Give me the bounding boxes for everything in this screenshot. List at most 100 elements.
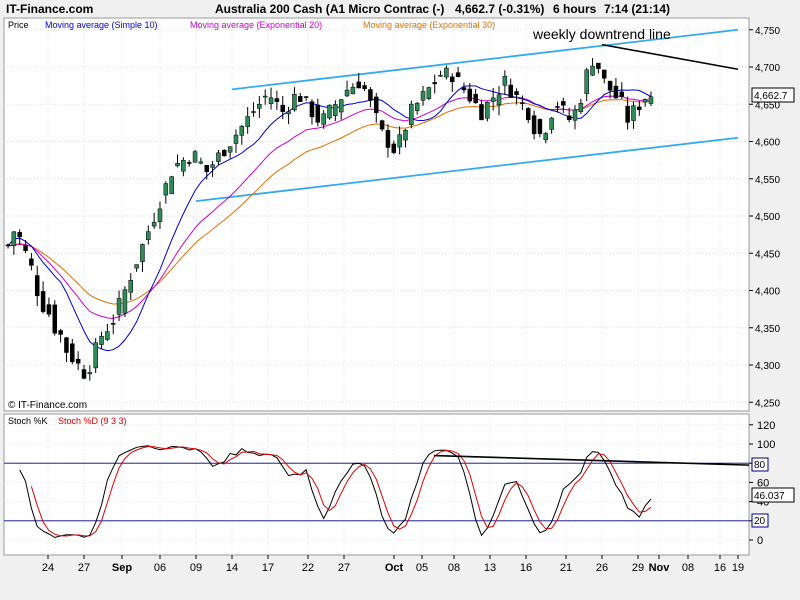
date-tick-label: Oct	[385, 562, 404, 574]
candle-body	[403, 130, 408, 141]
candle-body	[292, 93, 297, 111]
quote-time: 7:14 (21:14)	[604, 2, 671, 16]
candle-body	[379, 120, 385, 130]
candle-body	[110, 323, 116, 325]
candle-body	[368, 89, 373, 101]
candle-body	[268, 97, 274, 105]
candle-body	[549, 117, 554, 130]
price-tick-label: 4,450	[755, 249, 780, 260]
date-tick-label: Sep	[112, 562, 132, 574]
candle-body	[192, 151, 198, 163]
channel-lines	[195, 28, 739, 202]
channel-lower-line	[195, 136, 739, 202]
chart-header: IT-Finance.com Australia 200 Cash (A1 Mi…	[0, 0, 800, 18]
candle-body	[409, 103, 414, 126]
candle-body	[198, 161, 204, 164]
price-tick-label: 4,750	[755, 26, 780, 37]
channel-upper-line	[231, 28, 739, 91]
timeframe: 6 hours	[553, 2, 597, 16]
candle-body	[619, 91, 625, 97]
candle-body	[216, 152, 221, 162]
candle-body	[40, 291, 46, 312]
candle-body	[262, 95, 268, 98]
candle-body	[280, 104, 285, 112]
candle-body	[485, 102, 490, 119]
price-tick-label: 4,650	[755, 100, 780, 111]
candle-body	[321, 113, 326, 125]
candle-body	[432, 82, 437, 85]
annotation-downtrend: weekly downtrend line	[532, 26, 671, 42]
candle-body	[502, 75, 508, 86]
candle-body	[455, 72, 461, 77]
candle-body	[537, 119, 543, 134]
candle-body	[99, 335, 104, 345]
candle-body	[496, 94, 502, 106]
candle-body	[29, 258, 34, 266]
stoch-grid	[4, 424, 749, 541]
candle-body	[338, 99, 344, 113]
last-stoch-box	[751, 487, 795, 503]
candle-body	[151, 221, 157, 227]
overbought-label: 80	[754, 460, 766, 471]
candle-body	[508, 84, 513, 98]
candle-body	[601, 69, 607, 79]
candle-body	[520, 102, 525, 104]
candle-body	[473, 93, 478, 104]
oversold-box	[751, 513, 769, 528]
candle-body	[444, 67, 449, 78]
date-tick-label: 19	[732, 562, 744, 574]
candle-body	[590, 65, 595, 76]
legend-stoch-d: Stoch %D (9 3 3)	[58, 416, 127, 426]
weekly-downtrend-line	[601, 43, 739, 71]
candle-body	[397, 134, 402, 148]
date-tick-label: 06	[154, 562, 166, 574]
candle-body	[327, 104, 332, 119]
price-axis: 4,250 4,300 4,350 4,400 4,450 4,500 4,550 4,600…	[749, 26, 780, 409]
price-tick-label: 4,550	[755, 175, 780, 186]
last-price-label: 4,662.7	[754, 91, 788, 102]
site-name: IT-Finance.com	[6, 2, 94, 16]
overbought-box	[751, 457, 769, 472]
candle-body	[362, 85, 367, 89]
candle-body	[11, 231, 17, 246]
candle-body	[438, 75, 443, 77]
candle-body	[315, 104, 321, 123]
date-tick-label: 27	[78, 562, 90, 574]
stoch-lines	[19, 445, 750, 539]
candle-body	[642, 99, 648, 103]
candle-body	[374, 96, 379, 114]
price-tick-label: 4,500	[755, 212, 780, 223]
price-tick-label: 4,400	[755, 287, 780, 298]
price-tick-label: 4,300	[755, 361, 780, 372]
date-tick-label: 24	[42, 562, 54, 574]
last-quote: 4,662.7 (-0.31%)	[455, 2, 545, 16]
date-tick-label: 29	[632, 562, 644, 574]
candle-body	[140, 244, 145, 262]
candle-body	[64, 337, 69, 353]
candle-body	[596, 62, 601, 69]
date-tick-label: 14	[226, 562, 238, 574]
price-panel	[3, 17, 750, 412]
candle-body	[391, 143, 397, 153]
candle-body	[490, 97, 496, 102]
date-tick-label: 16	[714, 562, 726, 574]
candle-body	[58, 330, 63, 335]
candle-body	[613, 85, 619, 99]
legend-ema20: Moving average (Exponential 20)	[190, 20, 322, 30]
legend-price: Price	[8, 20, 29, 30]
candle-body	[607, 80, 613, 91]
date-tick-label: 05	[416, 562, 428, 574]
last-stoch-label: 46.037	[754, 491, 785, 502]
candle-body	[227, 146, 233, 153]
last-price-box	[751, 87, 795, 103]
candle-body	[350, 86, 356, 95]
candle-body	[163, 183, 169, 196]
candle-body	[467, 88, 473, 102]
candle-body	[286, 111, 291, 115]
candle-body	[204, 164, 209, 172]
candle-body	[566, 115, 572, 120]
price-tick-label: 4,350	[755, 324, 780, 335]
date-tick-label: 16	[520, 562, 532, 574]
date-tick-label: 09	[190, 562, 202, 574]
